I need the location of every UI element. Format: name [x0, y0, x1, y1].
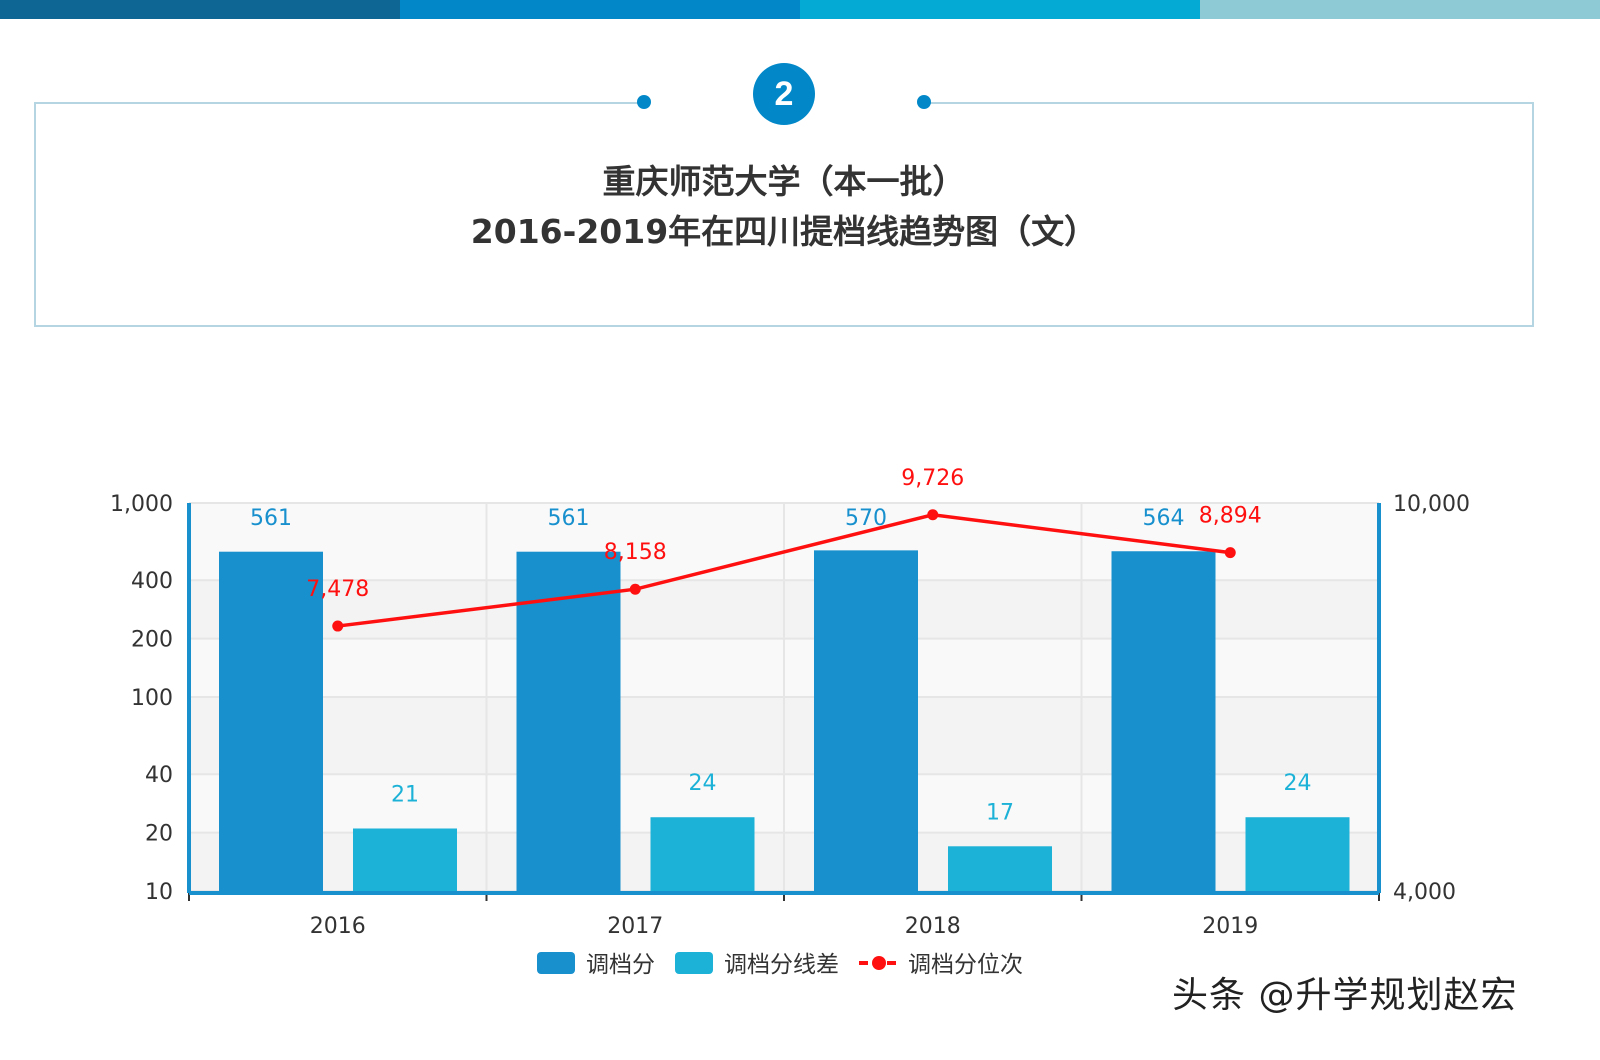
bar-diff: [650, 817, 755, 891]
bar-diff: [948, 846, 1052, 891]
y-left-tick-label: 20: [145, 822, 173, 847]
bar-diff: [353, 828, 457, 891]
bar-data-label: 17: [986, 800, 1014, 825]
bar-score: [219, 551, 323, 891]
bar-data-label: 564: [1143, 506, 1185, 531]
y-left-tick-label: 400: [131, 569, 173, 594]
combo-chart: 10 20 40 100 200 400 1,000 4,000 10,000 561 21 2016…: [110, 466, 1470, 978]
decor-dot: [917, 95, 931, 109]
y-left-tick-label: 100: [131, 686, 173, 711]
legend-marker: [872, 956, 886, 970]
y-left-tick-label: 200: [131, 628, 173, 653]
line-data-label: 8,894: [1199, 504, 1262, 529]
line-data-label: 9,726: [901, 466, 964, 491]
legend-label: 调档分线差: [724, 952, 839, 978]
x-tick-label: 2019: [1202, 914, 1258, 939]
legend-swatch: [675, 952, 713, 974]
x-tick-label: 2017: [607, 914, 663, 939]
line-data-label: 7,478: [306, 577, 369, 602]
bar-score: [1111, 551, 1216, 891]
decor-dot: [637, 95, 651, 109]
legend-label: 调档分: [586, 952, 655, 978]
bar-data-label: 561: [548, 506, 590, 531]
bar-data-label: 561: [250, 506, 292, 531]
section-number-badge: 2: [753, 63, 815, 125]
x-tick-label: 2016: [310, 914, 366, 939]
line-point: [927, 509, 939, 521]
y-right-tick-label: 10,000: [1393, 492, 1470, 517]
bar-diff: [1245, 817, 1350, 891]
watermark: 头条 @升学规划赵宏: [1172, 975, 1518, 1016]
legend-label: 调档分位次: [908, 952, 1023, 978]
x-tick-label: 2018: [905, 914, 961, 939]
y-left-tick-label: 1,000: [110, 492, 173, 517]
legend-swatch: [537, 952, 575, 974]
bar-score: [516, 551, 621, 891]
bar-score: [814, 550, 918, 891]
y-right-tick-label: 4,000: [1393, 880, 1456, 905]
bar-data-label: 24: [1284, 771, 1312, 796]
line-data-label: 8,158: [604, 540, 667, 565]
line-rank: [337, 512, 1231, 628]
chart-title-line1: 重庆师范大学（本一批）: [602, 162, 966, 201]
y-left-tick-label: 10: [145, 880, 173, 905]
line-point: [1224, 547, 1236, 559]
top-color-bar: [0, 0, 1600, 19]
line-point: [629, 583, 641, 595]
bar-data-label: 21: [391, 782, 419, 807]
line-point: [332, 620, 344, 632]
chart-title-line2: 2016-2019年在四川提档线趋势图（文）: [470, 212, 1098, 251]
y-left-tick-label: 40: [145, 763, 173, 788]
bar-data-label: 24: [689, 771, 717, 796]
